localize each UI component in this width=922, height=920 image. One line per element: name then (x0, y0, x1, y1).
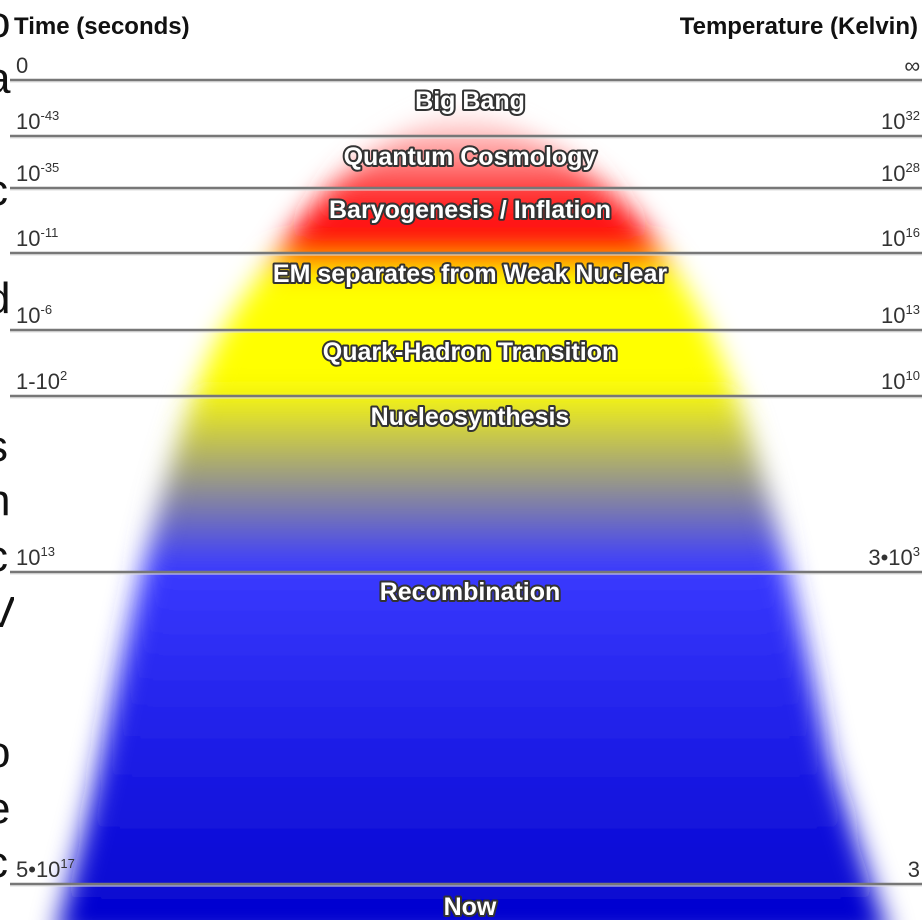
temperature-label-base: 3•10 (868, 545, 912, 570)
temperature-cone (55, 110, 890, 920)
text-fragment: o (0, 728, 10, 777)
time-label: 10-6 (16, 302, 52, 328)
era-label: Now (444, 893, 497, 920)
time-label-base: 5•10 (16, 857, 60, 882)
time-label-exp: -6 (40, 302, 52, 317)
temperature-label-exp: 3 (913, 544, 920, 559)
era-label: Nucleosynthesis (371, 403, 570, 431)
time-label: 10-11 (16, 225, 58, 251)
temperature-label-exp: 28 (906, 160, 920, 175)
temperature-label-exp: 13 (906, 302, 920, 317)
time-label: 1-102 (16, 368, 67, 394)
text-fragment: c (0, 166, 8, 215)
text-fragment: c (0, 838, 8, 887)
temperature-label-exp: 32 (906, 108, 920, 123)
temperature-label: 1016 (881, 225, 920, 251)
temperature-label-base: 10 (881, 369, 905, 394)
time-label: 5•1017 (16, 856, 75, 882)
text-fragment: e (0, 784, 10, 833)
time-label: 10-43 (16, 108, 59, 134)
time-title: Time (seconds) (14, 13, 190, 40)
era-label: Big Bang (415, 87, 525, 115)
time-label-exp: 2 (60, 368, 67, 383)
text-fragment: a (0, 54, 11, 103)
temperature-label-base: 10 (881, 161, 905, 186)
time-label-base: 10 (16, 226, 40, 251)
temperature-label-base: 10 (881, 109, 905, 134)
time-label: 0 (16, 53, 28, 78)
text-fragment: h (0, 476, 10, 525)
era-label: Recombination (380, 578, 561, 606)
time-label-base: 1-10 (16, 369, 60, 394)
temperature-label-exp: 16 (906, 225, 920, 240)
temperature-label-base: 10 (881, 226, 905, 251)
text-fragment: V (0, 588, 16, 637)
time-label-exp: -43 (40, 108, 59, 123)
text-fragment: d (0, 274, 10, 323)
time-label-exp: -35 (40, 160, 59, 175)
temperature-label: 3•103 (868, 544, 920, 570)
text-fragment: c (0, 532, 8, 581)
temperature-label: 1028 (881, 160, 920, 186)
left-fragments: oaicrdshcVoec (0, 0, 16, 887)
time-label-exp: 13 (40, 544, 54, 559)
temperature-label: 1032 (881, 108, 920, 134)
temperature-label: 3 (908, 857, 920, 882)
universe-timeline: oaicrdshcVoec Time (seconds) Temperature… (0, 0, 922, 920)
temperature-label-base: ∞ (904, 53, 920, 78)
time-label-base: 10 (16, 109, 40, 134)
temperature-label: 1013 (881, 302, 920, 328)
time-label-exp: 17 (60, 856, 74, 871)
text-fragment: r (0, 219, 1, 268)
time-label-exp: -11 (40, 225, 58, 240)
era-label: EM separates from Weak Nuclear (273, 260, 667, 288)
time-label: 10-35 (16, 160, 59, 186)
time-label-base: 10 (16, 545, 40, 570)
time-label-base: 10 (16, 161, 40, 186)
temperature-label-base: 10 (881, 303, 905, 328)
text-fragment: o (0, 0, 10, 47)
era-label: Quantum Cosmology (344, 143, 597, 171)
temperature-label: ∞ (904, 53, 920, 78)
temperature-title: Temperature (Kelvin) (680, 13, 918, 40)
time-label: 1013 (16, 544, 55, 570)
temperature-label-exp: 10 (906, 368, 920, 383)
text-fragment: s (0, 422, 8, 471)
era-label: Baryogenesis / Inflation (329, 196, 611, 224)
time-label-base: 10 (16, 303, 40, 328)
temperature-label-base: 3 (908, 857, 920, 882)
temperature-label: 1010 (881, 368, 920, 394)
era-label: Quark-Hadron Transition (323, 338, 617, 366)
time-label-base: 0 (16, 53, 28, 78)
